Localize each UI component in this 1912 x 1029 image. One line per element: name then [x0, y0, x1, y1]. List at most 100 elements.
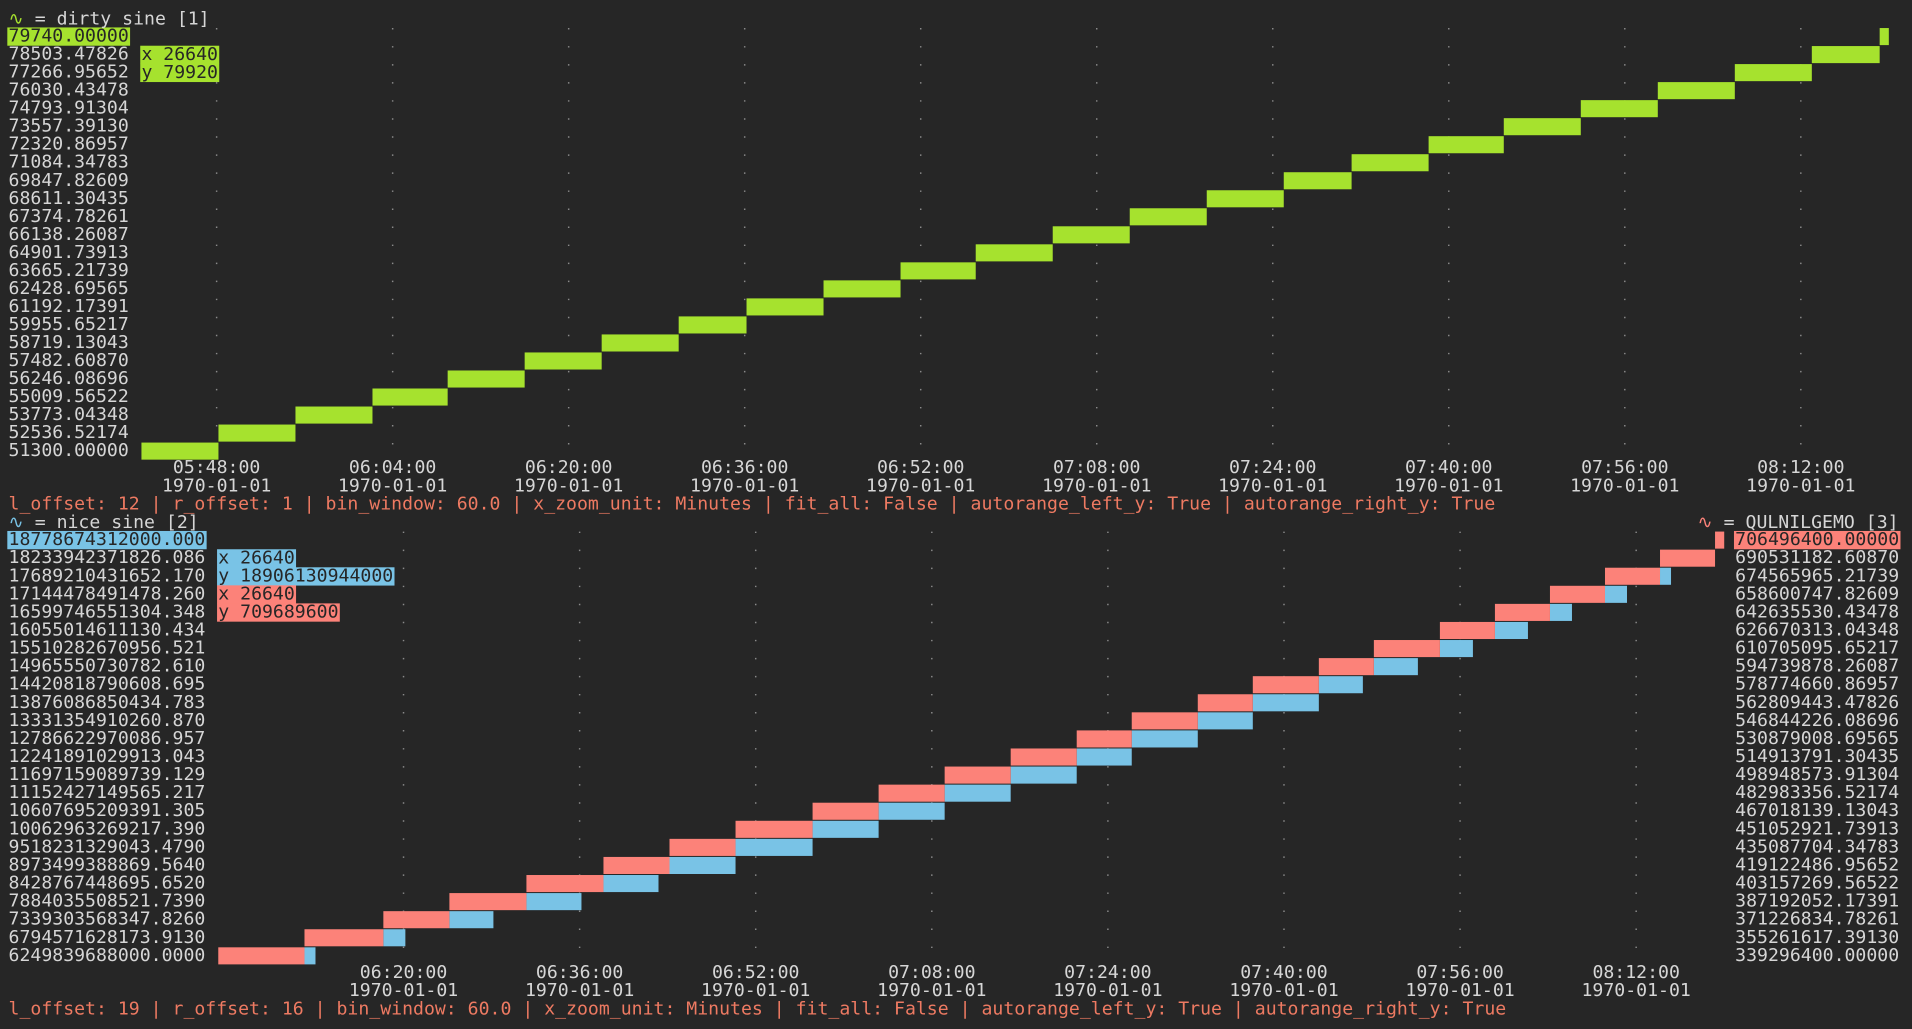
x-tick-label: 07:56:00 1970-01-01 — [1405, 962, 1514, 1001]
y-tick-label: 14420818790608.695 — [9, 674, 206, 695]
cursor-label-bg — [140, 45, 220, 65]
label-line: 1970-01-01 — [1582, 980, 1691, 1001]
bar — [524, 352, 602, 370]
y-tick-label: 467018139.13043 — [1735, 800, 1899, 821]
y-tick-label: 7339303568347.8260 — [9, 909, 206, 930]
y-tick-label: 62428.69565 — [9, 278, 129, 299]
y-tick-label: 16055014611130.434 — [9, 619, 206, 640]
bar — [218, 424, 296, 442]
label-line: 07:40:00 — [1240, 962, 1327, 983]
label-line: 1970-01-01 — [1570, 475, 1679, 496]
bar — [975, 244, 1053, 262]
y-tick-label: 8973499388869.5640 — [9, 854, 206, 875]
y-tick-label: 8428767448695.6520 — [9, 873, 206, 894]
x-tick-label: 07:24:00 1970-01-01 — [1218, 457, 1327, 496]
bar — [1503, 118, 1581, 136]
bar — [1660, 567, 1672, 585]
cursor-label: y 79920 — [141, 62, 218, 83]
y-tick-label: 12786622970086.957 — [9, 728, 206, 749]
y-tick-label: 642635530.43478 — [1735, 601, 1899, 622]
bar — [1129, 208, 1207, 226]
bar — [449, 911, 494, 929]
bar — [1252, 694, 1319, 712]
bar — [1373, 640, 1440, 658]
label-line: 07:08:00 — [1053, 457, 1140, 478]
bar — [141, 442, 219, 460]
y-tick-label: 56246.08696 — [9, 368, 129, 389]
cursor-label: x 26640 — [218, 583, 295, 604]
y-tick-label: 594739878.26087 — [1735, 656, 1899, 677]
bar — [812, 820, 879, 838]
legend-entry: ∿ = dirty sine [1] — [9, 9, 210, 30]
label-line: 07:24:00 — [1229, 457, 1316, 478]
label-line: 1970-01-01 — [1053, 980, 1162, 1001]
bar — [1660, 549, 1716, 567]
bar — [944, 766, 1011, 784]
bar — [1197, 694, 1253, 712]
y-tick-label: 55009.56522 — [9, 386, 129, 407]
bar — [735, 820, 813, 838]
x-tick-label: 06:36:00 1970-01-01 — [690, 457, 799, 496]
bar — [1283, 172, 1352, 190]
y-tick-label: 14965550730782.610 — [9, 656, 206, 677]
bar — [812, 802, 879, 820]
bar — [1879, 28, 1889, 46]
status-line: l_offset: 19 | r_offset: 16 | bin_window… — [9, 998, 1507, 1019]
x-tick-label: 07:40:00 1970-01-01 — [1229, 962, 1338, 1001]
y-tick-label: 68611.30435 — [9, 188, 129, 209]
y-tick-label: 53773.04348 — [9, 404, 129, 425]
label-line: 1970-01-01 — [162, 475, 271, 496]
y-tick-label: 419122486.95652 — [1735, 854, 1899, 875]
y-tick-label: 77266.95652 — [9, 62, 129, 83]
bar — [601, 334, 679, 352]
bar — [1811, 46, 1880, 64]
label-line: 1970-01-01 — [1405, 980, 1514, 1001]
bar — [603, 856, 670, 875]
bar — [1549, 603, 1572, 621]
bar — [295, 406, 373, 424]
label-line: 1970-01-01 — [701, 980, 810, 1001]
bar — [1373, 658, 1418, 676]
label-line: 06:36:00 — [536, 962, 623, 983]
bar — [1494, 603, 1550, 621]
bar — [1604, 567, 1661, 585]
label-line: 05:48:00 — [173, 457, 260, 478]
label-line: 07:08:00 — [888, 962, 975, 983]
y-tick-label: 71084.34783 — [9, 152, 129, 173]
bar — [1428, 136, 1504, 154]
bar — [1439, 640, 1473, 658]
cursor-label: x 26640 — [141, 44, 218, 65]
y-tick-label: 11152427149565.217 — [9, 782, 206, 803]
y-tick-label: 17689210431652.170 — [9, 565, 206, 586]
bar — [1494, 621, 1528, 640]
legend-separator: = — [1724, 512, 1735, 533]
bar — [669, 838, 736, 856]
y-tick-label: 514913791.30435 — [1735, 746, 1899, 767]
x-tick-label: 07:08:00 1970-01-01 — [877, 962, 986, 1001]
label-line: 06:20:00 — [525, 457, 612, 478]
y-tick-label: 403157269.56522 — [1735, 873, 1899, 894]
bar — [1206, 190, 1284, 208]
y-tick-label: 658600747.82609 — [1735, 583, 1899, 604]
label-line: 1970-01-01 — [349, 980, 458, 1001]
y-tick-label: 72320.86957 — [9, 134, 129, 155]
x-tick-label: 07:08:00 1970-01-01 — [1042, 457, 1151, 496]
y-tick-label: 498948573.91304 — [1735, 764, 1899, 785]
y-tick-label: 435087704.34783 — [1735, 836, 1899, 857]
bar — [1351, 154, 1429, 172]
y-tick-label: 482983356.52174 — [1735, 782, 1899, 803]
cursor-label-bg — [140, 63, 220, 83]
bar — [746, 298, 824, 316]
legend-name: QULNILGEMO [3] — [1746, 512, 1899, 533]
y-tick-label: 17144478491478.260 — [9, 583, 206, 604]
legend-symbol: ∿ — [9, 9, 24, 30]
y-tick-label: 73557.39130 — [9, 116, 129, 137]
legend-symbol: ∿ — [9, 512, 24, 533]
y-tick-label: 371226834.78261 — [1735, 909, 1899, 930]
cursor-label: y 709689600 — [218, 602, 338, 623]
label-line: 1970-01-01 — [866, 475, 975, 496]
legend-symbol: ∿ — [1697, 512, 1712, 533]
bar — [900, 262, 976, 280]
